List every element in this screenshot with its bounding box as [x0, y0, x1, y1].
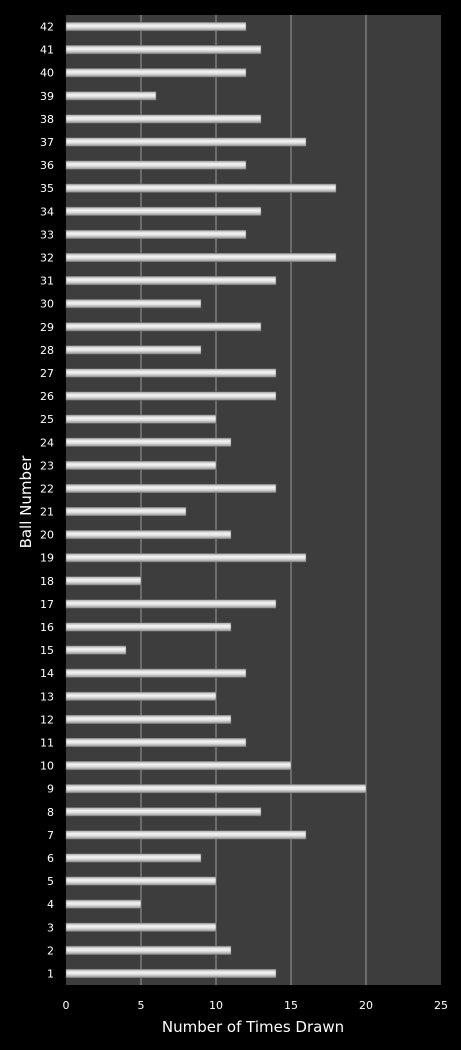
y-tick-label-35: 35 — [40, 182, 54, 195]
y-tick-label-29: 29 — [40, 321, 54, 334]
y-tick-label-7: 7 — [47, 829, 54, 842]
y-tick-label-3: 3 — [47, 921, 54, 934]
y-axis-title: Ball Number — [17, 455, 35, 549]
y-tick-label-41: 41 — [40, 44, 54, 57]
bar-ball-22 — [65, 483, 277, 493]
y-tick-label-9: 9 — [47, 783, 54, 796]
bar-ball-7 — [65, 830, 307, 840]
y-tick-label-32: 32 — [40, 252, 54, 265]
y-tick-label-36: 36 — [40, 159, 54, 172]
x-tick-label-10: 10 — [209, 999, 223, 1012]
y-tick-label-16: 16 — [40, 621, 54, 634]
y-tick-label-34: 34 — [40, 205, 54, 218]
x-tick-label-0: 0 — [63, 999, 70, 1012]
bar-ball-14 — [65, 668, 247, 678]
x-tick-labels: 0 5 10 15 20 25 — [63, 999, 449, 1012]
bar-ball-34 — [65, 206, 262, 216]
y-tick-label-20: 20 — [40, 529, 54, 542]
y-tick-label-25: 25 — [40, 413, 54, 426]
y-tick-label-30: 30 — [40, 298, 54, 311]
y-tick-label-2: 2 — [47, 944, 54, 957]
x-tick-label-20: 20 — [359, 999, 373, 1012]
bar-ball-9 — [65, 784, 367, 794]
bar-ball-40 — [65, 68, 247, 78]
y-tick-label-14: 14 — [40, 667, 54, 680]
y-tick-label-5: 5 — [47, 875, 54, 888]
y-tick-label-1: 1 — [47, 967, 54, 980]
bar-ball-17 — [65, 599, 277, 609]
bar-ball-15 — [65, 645, 127, 655]
bar-ball-3 — [65, 922, 217, 932]
x-tick-label-5: 5 — [138, 999, 145, 1012]
bar-ball-41 — [65, 45, 262, 55]
bar-ball-27 — [65, 368, 277, 378]
bar-ball-10 — [65, 761, 292, 771]
y-tick-label-31: 31 — [40, 275, 54, 288]
y-tick-label-17: 17 — [40, 598, 54, 611]
bar-ball-4 — [65, 899, 142, 909]
x-tick-label-15: 15 — [284, 999, 298, 1012]
y-tick-label-22: 22 — [40, 482, 54, 495]
bar-ball-2 — [65, 945, 232, 955]
bar-ball-32 — [65, 253, 337, 262]
y-tick-label-39: 39 — [40, 90, 54, 103]
y-tick-labels: 1234567891011121314151617181920212223242… — [40, 21, 54, 981]
bar-ball-42 — [65, 22, 247, 32]
y-tick-label-8: 8 — [47, 806, 54, 819]
bar-ball-6 — [65, 853, 202, 863]
y-tick-label-19: 19 — [40, 552, 54, 565]
bar-ball-30 — [65, 299, 202, 309]
y-tick-label-18: 18 — [40, 575, 54, 588]
y-tick-label-23: 23 — [40, 459, 54, 472]
y-tick-label-24: 24 — [40, 436, 54, 449]
y-tick-label-12: 12 — [40, 713, 54, 726]
y-tick-label-6: 6 — [47, 852, 54, 865]
bar-ball-25 — [65, 414, 217, 424]
x-axis-title: Number of Times Drawn — [162, 1018, 344, 1036]
y-tick-label-40: 40 — [40, 67, 54, 80]
bar-ball-8 — [65, 807, 262, 817]
plot-area — [66, 15, 441, 985]
bar-ball-11 — [65, 738, 247, 747]
bar-ball-35 — [65, 183, 337, 193]
bar-ball-37 — [65, 137, 307, 147]
bar-ball-1 — [65, 968, 277, 978]
bar-ball-38 — [65, 114, 262, 124]
bar-ball-39 — [65, 91, 157, 101]
y-tick-label-13: 13 — [40, 690, 54, 703]
y-tick-label-38: 38 — [40, 113, 54, 126]
bar-ball-5 — [65, 876, 217, 886]
bar-ball-19 — [65, 553, 307, 563]
y-tick-label-21: 21 — [40, 506, 54, 519]
y-tick-label-10: 10 — [40, 760, 54, 773]
bars — [65, 22, 367, 978]
y-tick-label-26: 26 — [40, 390, 54, 403]
y-tick-label-28: 28 — [40, 344, 54, 357]
bar-ball-29 — [65, 322, 262, 332]
y-tick-label-42: 42 — [40, 21, 54, 34]
y-tick-label-27: 27 — [40, 367, 54, 380]
bar-ball-28 — [65, 345, 202, 355]
y-tick-label-33: 33 — [40, 228, 54, 241]
x-tick-label-25: 25 — [434, 999, 448, 1012]
bar-ball-23 — [65, 460, 217, 470]
y-tick-label-15: 15 — [40, 644, 54, 657]
bar-ball-36 — [65, 160, 247, 170]
gridlines — [140, 15, 367, 985]
bar-ball-24 — [65, 437, 232, 447]
bar-ball-31 — [65, 276, 277, 286]
bar-ball-20 — [65, 530, 232, 540]
y-tick-label-37: 37 — [40, 136, 54, 149]
bar-ball-16 — [65, 622, 232, 632]
bar-ball-18 — [65, 576, 142, 586]
bar-ball-33 — [65, 229, 247, 239]
bar-ball-13 — [65, 691, 217, 701]
bar-ball-21 — [65, 507, 187, 517]
bar-ball-12 — [65, 714, 232, 724]
y-tick-label-11: 11 — [40, 737, 54, 750]
bar-ball-26 — [65, 391, 277, 401]
y-tick-label-4: 4 — [47, 898, 54, 911]
